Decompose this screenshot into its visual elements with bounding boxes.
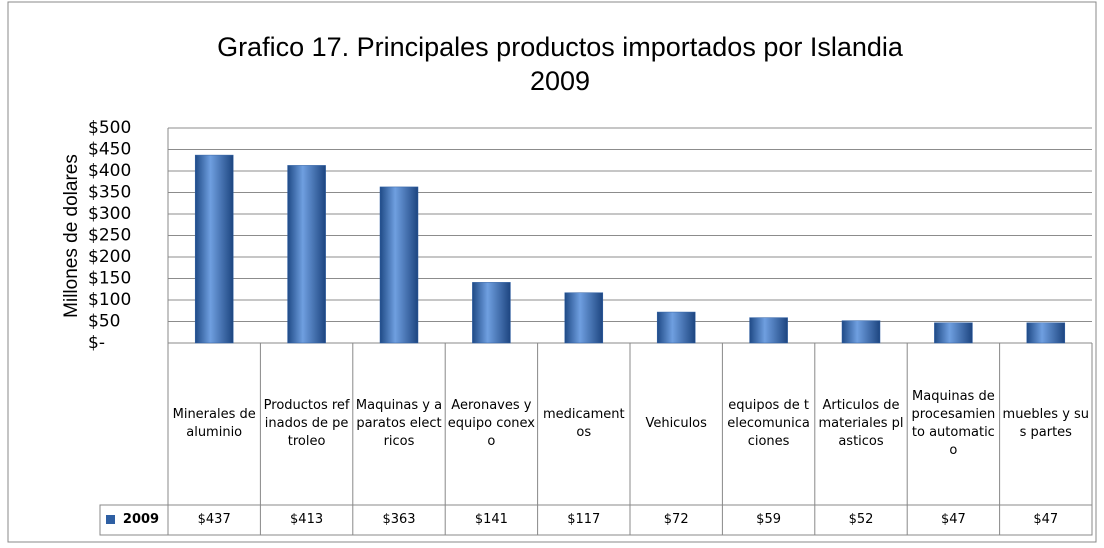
value-label: $363 — [382, 512, 416, 527]
bar — [934, 322, 973, 344]
value-label: $47 — [940, 512, 966, 527]
bar — [379, 186, 419, 344]
bar — [656, 311, 696, 344]
category-label: Aeronaves y equipo conexo — [447, 398, 535, 449]
value-label: $59 — [756, 512, 781, 527]
bar — [749, 317, 788, 344]
y-tick-label: $450 — [88, 140, 131, 160]
category-label: medicamentos — [542, 407, 625, 440]
bar — [472, 282, 511, 344]
y-tick-label: $300 — [88, 204, 131, 224]
category-label: Vehiculos — [645, 416, 707, 431]
value-label: $72 — [663, 512, 689, 527]
bar — [1026, 322, 1066, 344]
y-tick-label: $200 — [88, 247, 131, 267]
y-tick-label: $100 — [88, 290, 131, 310]
category-label: Articulos de materiales plasticos — [818, 398, 904, 449]
value-label: $413 — [290, 512, 324, 527]
y-tick-label: $500 — [88, 118, 131, 138]
category-label: Maquinas y aparatos electricos — [355, 398, 443, 449]
value-label: $141 — [474, 512, 508, 527]
category-label: equipos de telecomunicaciones — [727, 398, 810, 449]
y-tick-label: $400 — [88, 161, 131, 181]
value-label: $52 — [848, 512, 874, 527]
y-tick-label: $- — [88, 333, 105, 353]
bar — [287, 165, 326, 344]
y-tick-label: $150 — [88, 269, 131, 289]
legend-label: 2009 — [122, 512, 160, 527]
value-label: $117 — [567, 512, 601, 527]
y-axis-title: Millones de dolares — [61, 154, 82, 318]
bar — [841, 320, 881, 344]
chart-title: Grafico 17. Principales productos import… — [217, 32, 903, 96]
category-label: Productos refinados de petroleo — [263, 398, 350, 449]
y-tick-label: $350 — [88, 183, 131, 203]
category-label: muebles y sus partes — [1002, 407, 1090, 440]
bar — [194, 154, 234, 344]
y-tick-label: $250 — [88, 226, 131, 246]
value-label: $437 — [197, 512, 231, 527]
legend-swatch — [106, 515, 115, 524]
value-label: $47 — [1033, 512, 1059, 527]
bar — [564, 292, 604, 344]
category-label: Maquinas de procesamiento automatico — [911, 389, 996, 458]
category-label: Minerales de aluminio — [172, 407, 256, 440]
y-tick-label: $50 — [88, 312, 120, 332]
chart-border — [7, 1, 1097, 543]
